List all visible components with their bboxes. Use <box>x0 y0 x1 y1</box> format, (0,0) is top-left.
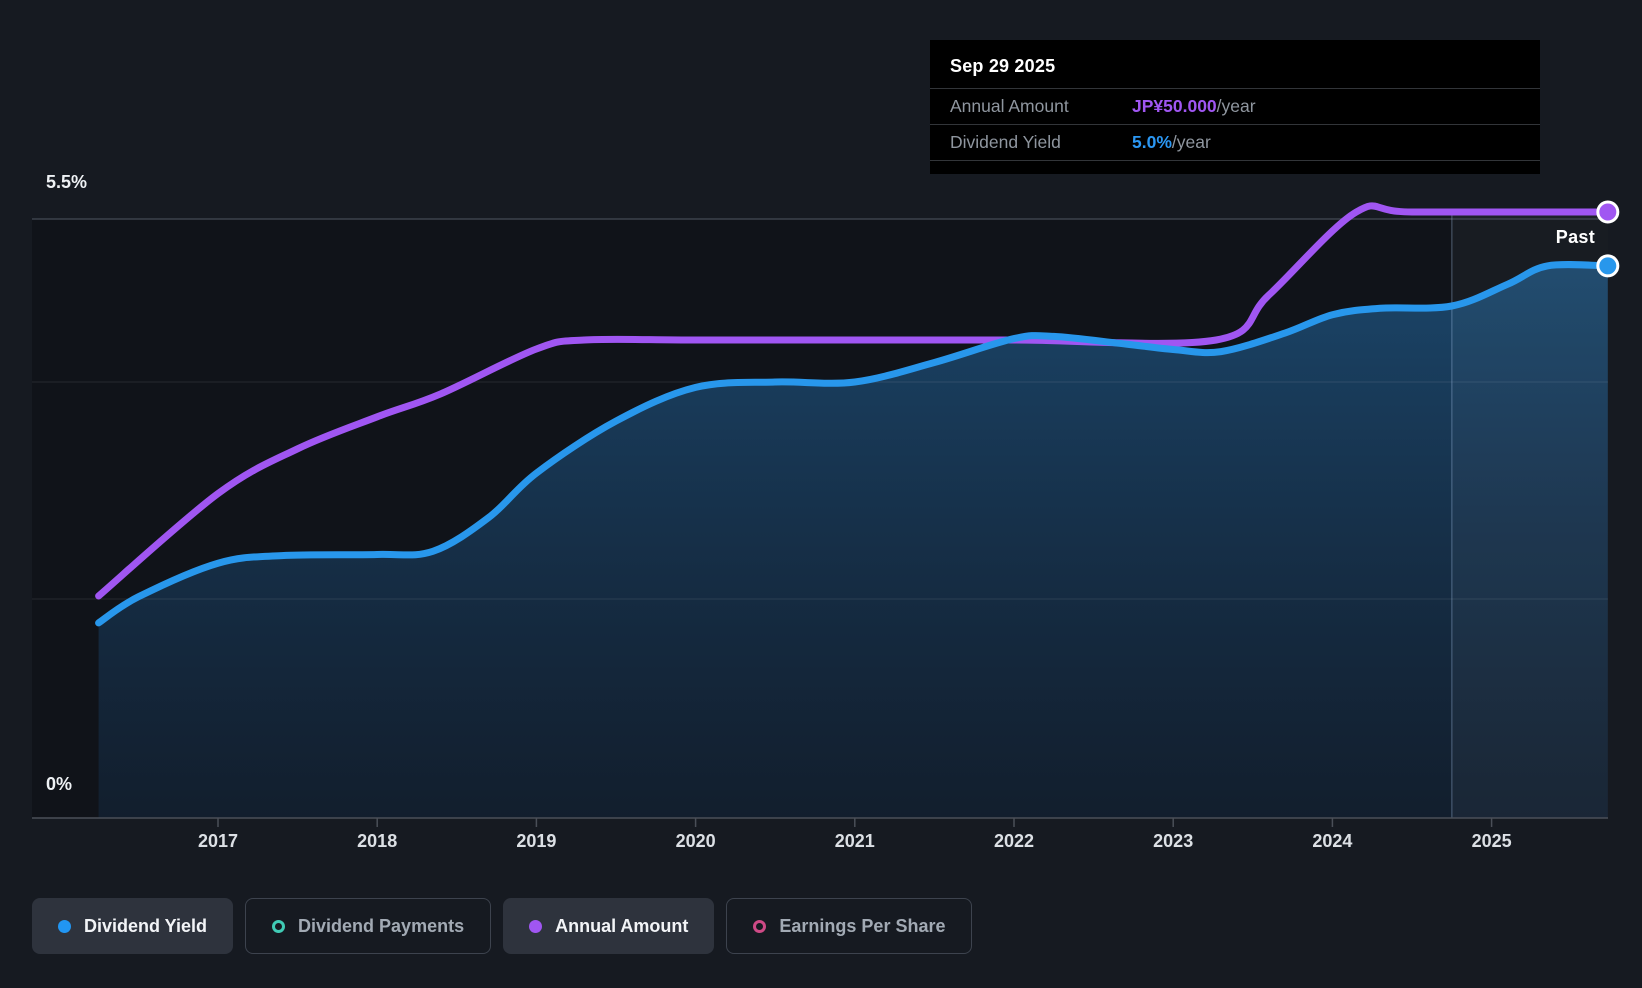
past-region-band <box>1451 212 1608 818</box>
x-axis-label-2019: 2019 <box>516 831 557 851</box>
x-axis-label-2025: 2025 <box>1471 831 1512 851</box>
x-axis-label-2017: 2017 <box>197 831 239 851</box>
legend-item-dividend-yield[interactable]: Dividend Yield <box>32 898 234 954</box>
chart-legend: Dividend Yield Dividend Payments Annual Am… <box>32 898 973 954</box>
dot-icon <box>529 919 543 933</box>
tooltip-label: Dividend Yield <box>950 132 1061 152</box>
ring-icon <box>272 919 286 933</box>
tooltip-row-annual-amount: Annual Amount JP¥50.000/year <box>930 88 1540 124</box>
tooltip-value: 5.0% <box>1132 132 1172 152</box>
annual-amount-line <box>95 202 1612 600</box>
y-axis-zero-label: 0% <box>46 774 73 794</box>
legend-label: Earnings Per Share <box>779 915 946 936</box>
legend-label: Annual Amount <box>555 915 689 936</box>
tooltip-row-dividend-yield: Dividend Yield 5.0%/year <box>930 124 1540 161</box>
y-axis-max-label: 5.5% <box>46 172 88 192</box>
tooltip-value: JP¥50.000 <box>1132 96 1217 116</box>
dot-icon <box>58 919 71 933</box>
x-axis-label-2018: 2018 <box>357 831 398 851</box>
legend-label: Dividend Payments <box>298 915 465 936</box>
annual-amount-marker[interactable] <box>1596 200 1620 224</box>
x-axis-label-2021: 2021 <box>834 831 875 851</box>
legend-item-annual-amount[interactable]: Annual Amount <box>503 898 715 954</box>
x-axis-label-2022: 2022 <box>993 831 1035 851</box>
legend-item-earnings-per-share[interactable]: Earnings Per Share <box>726 898 973 954</box>
x-axis-label-2023: 2023 <box>1153 831 1194 851</box>
dividend-yield-area <box>98 264 1608 818</box>
tooltip-suffix: /year <box>1216 96 1256 116</box>
x-axis-label-2020: 2020 <box>675 831 716 851</box>
tooltip-label: Annual Amount <box>950 96 1069 116</box>
tooltip-suffix: /year <box>1171 132 1211 152</box>
legend-item-dividend-payments[interactable]: Dividend Payments <box>245 898 492 954</box>
dividend-yield-marker[interactable] <box>1596 254 1620 278</box>
tooltip-date: Sep 29 2025 <box>950 56 1056 76</box>
legend-label: Dividend Yield <box>84 915 208 936</box>
past-region-label: Past <box>1555 227 1595 247</box>
chart-tooltip: Sep 29 2025 Annual Amount JP¥50.000/year… <box>930 40 1540 174</box>
x-axis-label-2024: 2024 <box>1312 831 1353 851</box>
dividend-yield-line <box>95 261 1612 627</box>
ring-icon <box>753 919 767 933</box>
